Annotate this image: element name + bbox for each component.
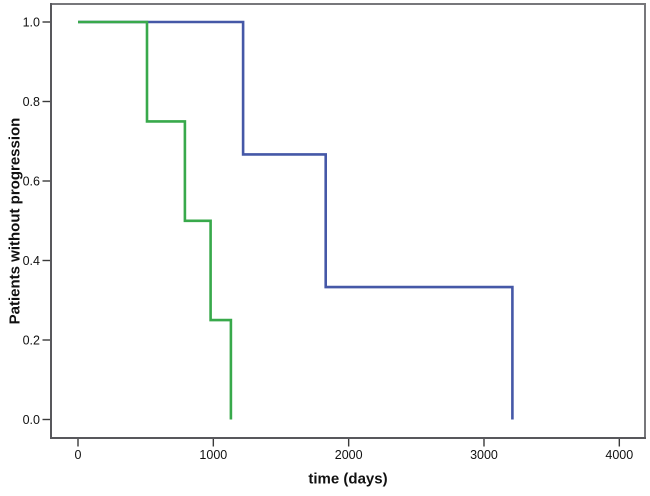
plot-frame-top-right [50, 3, 646, 439]
y-tick-label: 1.0 [23, 16, 40, 30]
y-tick-label: 0.2 [23, 334, 40, 348]
x-tick-label: 0 [75, 448, 82, 462]
x-tick-label: 2000 [335, 448, 363, 462]
series-path-group-green [78, 20, 233, 420]
x-tick-label: 1000 [199, 448, 227, 462]
y-tick-label: 0.0 [23, 413, 40, 427]
y-tick-label: 0.8 [23, 95, 40, 109]
y-axis-title: Patients without progression [6, 117, 24, 325]
x-tick-label: 4000 [605, 448, 633, 462]
axis-lines [50, 3, 646, 439]
x-axis-title: time (days) [308, 470, 388, 488]
series-path-group-blue [78, 20, 514, 420]
x-tick-label: 3000 [470, 448, 498, 462]
y-tick-label: 0.6 [23, 175, 40, 189]
y-tick-label: 0.4 [23, 254, 40, 268]
